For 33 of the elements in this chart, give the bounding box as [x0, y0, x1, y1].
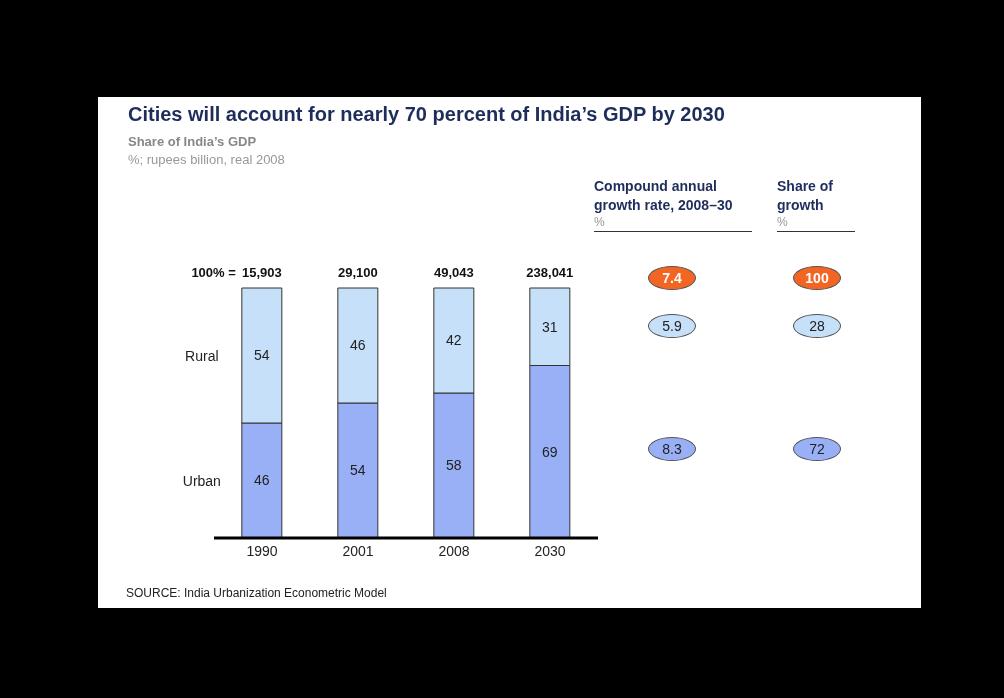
annotation: 15,903	[241, 265, 282, 280]
data-label: 8.3	[648, 437, 696, 461]
data-label: 58	[446, 457, 462, 474]
annotation: 49,043	[433, 265, 474, 280]
annotation: 238,041	[526, 265, 574, 280]
series-label: Rural	[185, 347, 219, 364]
x-tick-label: 2001	[342, 542, 374, 559]
chart-subtitle: Share of India’s GDP	[128, 134, 257, 149]
annotation: 29,100	[337, 265, 378, 280]
data-label: 72	[793, 437, 841, 461]
data-label: 5.9	[648, 314, 696, 338]
series-label: Urban	[182, 472, 221, 489]
text: %; rupees billion, real 2008	[128, 152, 285, 167]
data-label: 46	[254, 472, 270, 489]
data-label: 42	[446, 332, 462, 349]
x-tick-label: 2030	[534, 542, 566, 559]
data-label: 46	[350, 337, 366, 354]
data-label: 100	[793, 266, 841, 290]
category-label: Compound annual growth rate, 2008–30	[594, 177, 734, 215]
chart-title: Cities will account for nearly 70 percent of India’s GDP by 2030	[128, 103, 725, 126]
data-label: 69	[542, 443, 558, 460]
text: %	[777, 215, 788, 229]
source-note: SOURCE: India Urbanization Econometric Model	[126, 586, 387, 600]
data-label: 31	[542, 318, 558, 335]
x-tick-label: 1990	[246, 542, 278, 559]
text: 100% =	[191, 265, 237, 280]
x-tick-label: 2008	[438, 542, 470, 559]
data-label: 54	[350, 462, 366, 479]
data-label: 7.4	[648, 266, 696, 290]
data-label: 54	[254, 347, 270, 364]
category-label: Share of growth	[777, 177, 834, 215]
data-label: 28	[793, 314, 841, 338]
text: %	[594, 215, 752, 232]
